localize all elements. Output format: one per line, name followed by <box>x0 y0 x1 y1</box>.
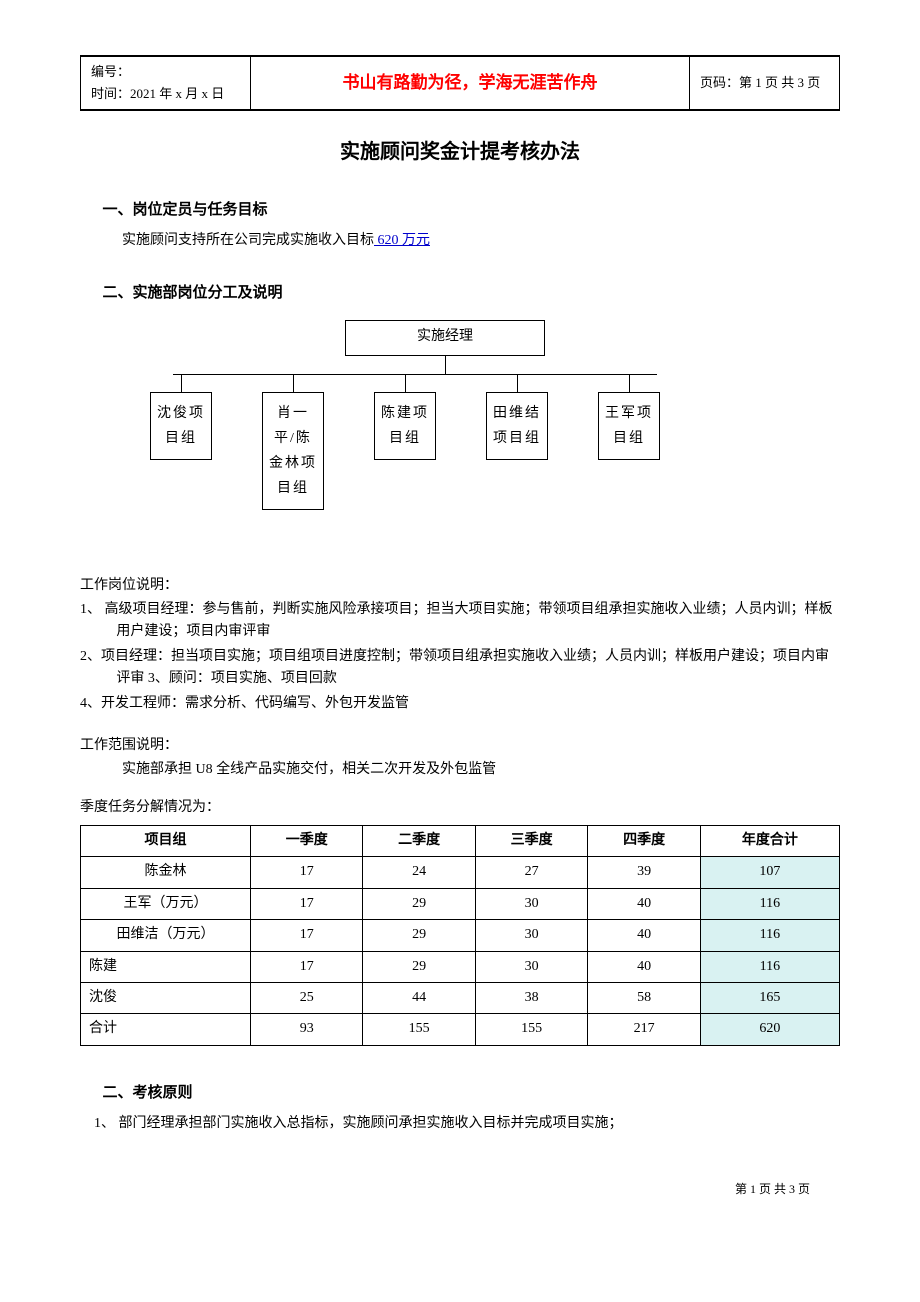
row-value-cell: 25 <box>251 983 363 1014</box>
job-desc-block: 工作岗位说明： 1、 高级项目经理：参与售前，判断实施风险承接项目；担当大项目实… <box>80 575 840 715</box>
table-col-header: 二季度 <box>363 826 475 857</box>
job-desc-title: 工作岗位说明： <box>80 575 840 597</box>
org-vline <box>517 374 518 392</box>
section1-body: 实施顾问支持所在公司完成实施收入目标 620 万元 <box>80 230 840 252</box>
header-center-cell: 书山有路勤为径，学海无涯苦作舟 <box>251 56 690 110</box>
row-value-cell: 30 <box>475 920 587 951</box>
org-box-wrap: 田维结项目组 <box>486 374 548 511</box>
row-value-cell: 39 <box>588 857 700 888</box>
header-right-cell: 页码：第 1 页 共 3 页 <box>690 56 840 110</box>
motto-text: 书山有路勤为径，学海无涯苦作舟 <box>343 73 598 92</box>
table-row: 王军（万元）17293040116 <box>81 888 840 919</box>
row-value-cell: 30 <box>475 888 587 919</box>
table-header-row: 项目组一季度二季度三季度四季度年度合计 <box>81 826 840 857</box>
row-value-cell: 38 <box>475 983 587 1014</box>
org-connector-v <box>445 356 446 374</box>
row-value-cell: 17 <box>251 857 363 888</box>
org-vline <box>293 374 294 392</box>
org-boxes-row: 沈俊项目组肖一平/陈金林项目组陈建项目组田维结项目组王军项目组 <box>125 374 685 511</box>
org-box-wrap: 沈俊项目组 <box>150 374 212 511</box>
section1-heading: 一、岗位定员与任务目标 <box>80 198 840 222</box>
row-name-cell: 田维洁（万元） <box>81 920 251 951</box>
target-prefix: 实施顾问支持所在公司完成实施收入目标 <box>122 233 374 248</box>
quarter-title: 季度任务分解情况为： <box>80 797 840 819</box>
table-col-header: 年度合计 <box>700 826 839 857</box>
org-box: 沈俊项目组 <box>150 392 212 460</box>
org-vline <box>629 374 630 392</box>
table-row: 陈建17293040116 <box>81 951 840 982</box>
table-row: 合计93155155217620 <box>81 1014 840 1045</box>
table-row: 田维洁（万元）17293040116 <box>81 920 840 951</box>
table-col-header: 一季度 <box>251 826 363 857</box>
row-value-cell: 44 <box>363 983 475 1014</box>
row-name-cell: 沈俊 <box>81 983 251 1014</box>
job-desc-line: 4、开发工程师：需求分析、代码编写、外包开发监管 <box>80 693 840 715</box>
org-box: 田维结项目组 <box>486 392 548 460</box>
row-value-cell: 29 <box>363 951 475 982</box>
header-page-label: 页码：第 1 页 共 3 页 <box>700 75 820 90</box>
scope-block: 工作范围说明： 实施部承担 U8 全线产品实施交付，相关二次开发及外包监管 <box>80 735 840 782</box>
row-name-cell: 合计 <box>81 1014 251 1045</box>
row-value-cell: 40 <box>588 951 700 982</box>
footer-page-number: 第 1 页 共 3 页 <box>80 1180 840 1199</box>
row-value-cell: 40 <box>588 920 700 951</box>
org-chart: 实施经理 沈俊项目组肖一平/陈金林项目组陈建项目组田维结项目组王军项目组 <box>125 320 685 550</box>
row-total-cell: 116 <box>700 951 839 982</box>
org-box-wrap: 肖一平/陈金林项目组 <box>262 374 324 511</box>
job-desc-line: 1、 高级项目经理：参与售前，判断实施风险承接项目；担当大项目实施；带领项目组承… <box>80 599 840 644</box>
row-value-cell: 17 <box>251 951 363 982</box>
row-value-cell: 217 <box>588 1014 700 1045</box>
row-value-cell: 27 <box>475 857 587 888</box>
org-root-box: 实施经理 <box>345 320 545 356</box>
table-body: 陈金林17242739107王军（万元）17293040116田维洁（万元）17… <box>81 857 840 1045</box>
serial-label: 编号： <box>91 61 240 83</box>
row-total-cell: 107 <box>700 857 839 888</box>
table-row: 沈俊25443858165 <box>81 983 840 1014</box>
row-value-cell: 17 <box>251 888 363 919</box>
row-value-cell: 58 <box>588 983 700 1014</box>
row-value-cell: 24 <box>363 857 475 888</box>
scope-line: 实施部承担 U8 全线产品实施交付，相关二次开发及外包监管 <box>80 759 840 781</box>
table-col-header: 项目组 <box>81 826 251 857</box>
org-box-wrap: 王军项目组 <box>598 374 660 511</box>
org-vline <box>405 374 406 392</box>
row-total-cell: 620 <box>700 1014 839 1045</box>
org-box: 肖一平/陈金林项目组 <box>262 392 324 511</box>
row-total-cell: 116 <box>700 888 839 919</box>
row-name-cell: 王军（万元） <box>81 888 251 919</box>
row-value-cell: 29 <box>363 920 475 951</box>
time-label: 时间：2021 年 x 月 x 日 <box>91 83 240 105</box>
org-box: 王军项目组 <box>598 392 660 460</box>
section3-heading: 二、考核原则 <box>80 1081 840 1105</box>
row-name-cell: 陈建 <box>81 951 251 982</box>
row-value-cell: 155 <box>475 1014 587 1045</box>
header-left-cell: 编号： 时间：2021 年 x 月 x 日 <box>81 56 251 110</box>
row-value-cell: 40 <box>588 888 700 919</box>
row-total-cell: 165 <box>700 983 839 1014</box>
row-value-cell: 93 <box>251 1014 363 1045</box>
doc-title: 实施顾问奖金计提考核办法 <box>80 136 840 168</box>
row-value-cell: 30 <box>475 951 587 982</box>
doc-header: 编号： 时间：2021 年 x 月 x 日 书山有路勤为径，学海无涯苦作舟 页码… <box>80 55 840 111</box>
scope-title: 工作范围说明： <box>80 735 840 757</box>
job-desc-line: 2、项目经理：担当项目实施；项目组项目进度控制；带领项目组承担实施收入业绩；人员… <box>80 646 840 691</box>
row-value-cell: 29 <box>363 888 475 919</box>
org-vline <box>181 374 182 392</box>
section2-heading: 二、实施部岗位分工及说明 <box>80 281 840 305</box>
org-root-label: 实施经理 <box>417 326 473 348</box>
row-name-cell: 陈金林 <box>81 857 251 888</box>
target-amount: 620 万元 <box>374 233 430 248</box>
row-value-cell: 17 <box>251 920 363 951</box>
section3-line1: 1、 部门经理承担部门实施收入总指标，实施顾问承担实施收入目标并完成项目实施； <box>94 1113 840 1135</box>
org-box-wrap: 陈建项目组 <box>374 374 436 511</box>
quarter-table: 项目组一季度二季度三季度四季度年度合计 陈金林17242739107王军（万元）… <box>80 825 840 1046</box>
row-value-cell: 155 <box>363 1014 475 1045</box>
org-box: 陈建项目组 <box>374 392 436 460</box>
table-col-header: 四季度 <box>588 826 700 857</box>
row-total-cell: 116 <box>700 920 839 951</box>
table-row: 陈金林17242739107 <box>81 857 840 888</box>
table-col-header: 三季度 <box>475 826 587 857</box>
